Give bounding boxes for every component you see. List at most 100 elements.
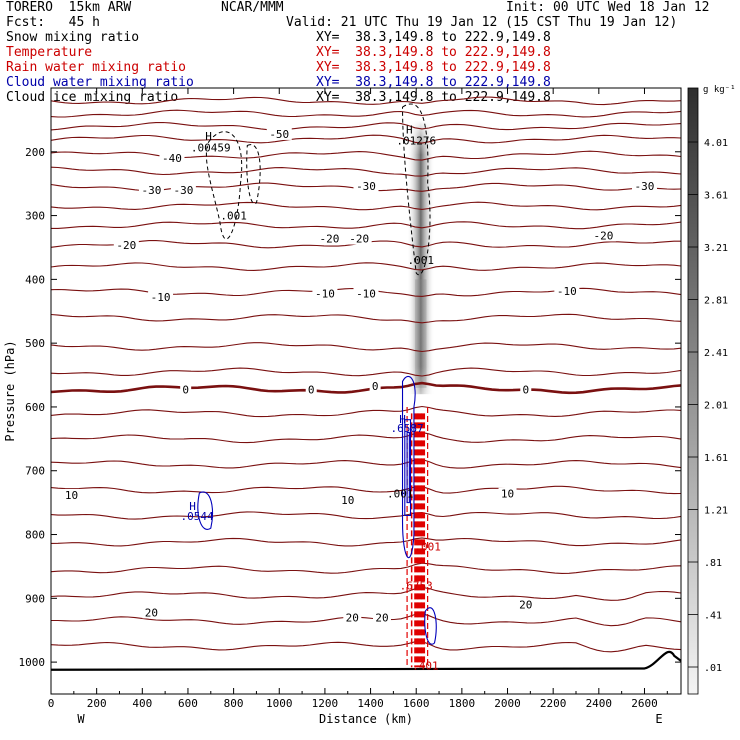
isotherm-label: -10 xyxy=(315,287,335,300)
isotherm-line xyxy=(50,562,682,574)
cloud-water-contour xyxy=(424,607,437,645)
isotherm-label: -20 xyxy=(349,233,369,246)
isotherm-label-bg xyxy=(62,488,81,501)
isotherm-line xyxy=(51,613,682,627)
field-label-rain: Rain water mixing ratio xyxy=(6,60,187,75)
colorbar-label: 2.41 xyxy=(704,348,728,359)
max-annotation: .00459 xyxy=(191,141,231,154)
isotherm-label-bg xyxy=(113,238,139,251)
isotherm-label: 20 xyxy=(375,611,388,624)
isotherm-line xyxy=(50,121,682,131)
isotherm-label: 20 xyxy=(346,611,359,624)
cloud-ice-shading-core xyxy=(415,279,427,388)
y-tick-label: 1000 xyxy=(19,656,46,669)
snow-contour xyxy=(402,103,431,276)
cloud-ice-shading xyxy=(407,107,435,395)
isotherm-label-bg xyxy=(148,291,174,304)
y-tick-label: 300 xyxy=(25,210,45,223)
isotherm-line xyxy=(50,586,682,601)
colorbar-label: 1.21 xyxy=(704,506,728,517)
isotherm-label: 10 xyxy=(501,488,514,501)
isotherm-line xyxy=(50,109,682,118)
isotherm-label: -30 xyxy=(141,184,161,197)
isotherm-label: -20 xyxy=(116,239,136,252)
y-tick-label: 600 xyxy=(25,401,45,414)
colorbar-label: .41 xyxy=(704,611,722,622)
isotherm-label-bg xyxy=(353,287,379,300)
center-name: NCAR/MMM xyxy=(221,0,284,15)
snow-contour xyxy=(205,131,243,240)
isotherm-line xyxy=(50,342,682,353)
max-annotation: H xyxy=(189,500,196,513)
isotherm-label-bg xyxy=(516,598,535,611)
cloud-water-contour xyxy=(401,375,416,559)
isotherm-label: -10 xyxy=(356,287,376,300)
isotherm-label-bg xyxy=(631,180,657,193)
plot-frame xyxy=(50,87,682,695)
isotherm-label: 10 xyxy=(65,489,78,502)
isotherm-label-bg xyxy=(590,229,616,242)
max-annotation: H xyxy=(406,123,413,136)
y-tick-label: 500 xyxy=(25,337,45,350)
forecast-hour: Fcst: 45 h xyxy=(6,15,100,30)
x-tick-label: 200 xyxy=(87,697,107,710)
cloud-water-contour xyxy=(197,491,214,530)
isotherm-label: -50 xyxy=(269,128,289,141)
isotherm-line xyxy=(50,134,682,144)
max-annotation: H xyxy=(399,413,406,426)
isotherm-label-bg xyxy=(498,487,517,500)
isotherm-label-bg xyxy=(338,494,357,507)
isotherm-line xyxy=(50,166,682,177)
max-annotation: .0544 xyxy=(181,510,214,523)
isotherm-label: -20 xyxy=(593,229,613,242)
valid-time: Valid: 21 UTC Thu 19 Jan 12 (15 CST Thu … xyxy=(286,15,678,30)
x-tick-label: 1400 xyxy=(357,697,384,710)
isotherm-label-bg xyxy=(520,383,532,396)
isotherm-label-bg xyxy=(346,232,372,245)
field-xy-snow: XY= 38.3,149.8 to 222.9,149.8 xyxy=(316,30,551,45)
isotherm-line xyxy=(50,405,682,418)
isotherm-line xyxy=(50,367,682,377)
isotherm-label: 0 xyxy=(522,384,529,397)
isotherm-label-bg xyxy=(142,606,161,619)
y-tick-label: 800 xyxy=(25,529,45,542)
max-annotation: .001 xyxy=(220,210,247,223)
colorbar-label: 3.21 xyxy=(704,243,728,254)
colorbar-label: .81 xyxy=(704,558,722,569)
isotherm-label-bg xyxy=(554,284,580,297)
init-time: Init: 00 UTC Wed 18 Jan 12 xyxy=(506,0,710,15)
colorbar-label: .01 xyxy=(704,663,722,674)
isotherm-label: -10 xyxy=(557,285,577,298)
x-tick-label: 2000 xyxy=(494,697,521,710)
x-tick-label: 1800 xyxy=(449,697,476,710)
isotherm-line xyxy=(50,313,682,324)
x-tick-label: 2400 xyxy=(586,697,613,710)
field-label-snow: Snow mixing ratio xyxy=(6,30,140,45)
isotherm-label: -30 xyxy=(635,180,655,193)
max-annotation: .01276 xyxy=(396,134,436,147)
colorbar-label: 1.61 xyxy=(704,453,728,464)
y-axis-title: Pressure (hPa) xyxy=(3,340,17,441)
max-annotation: .001 xyxy=(414,541,441,554)
field-label-cloud-water: Cloud water mixing ratio xyxy=(6,75,194,90)
colorbar-label: 2.81 xyxy=(704,296,728,307)
isotherm-label-bg xyxy=(343,611,362,624)
field-xy-rain: XY= 38.3,149.8 to 222.9,149.8 xyxy=(316,60,551,75)
isotherm-label: 20 xyxy=(519,599,532,612)
isotherm-line xyxy=(50,96,682,106)
isotherm-label: 0 xyxy=(308,384,315,397)
field-xy-cloud-water: XY= 38.3,149.8 to 222.9,149.8 xyxy=(316,75,551,90)
isotherm-label-bg xyxy=(170,184,196,197)
x-tick-label: 1200 xyxy=(312,697,339,710)
max-annotation: .001 xyxy=(387,488,414,501)
colorbar-unit: g kg⁻¹ xyxy=(703,85,736,95)
isotherm-label: -10 xyxy=(151,291,171,304)
y-tick-label: 900 xyxy=(25,592,45,605)
max-annotation: .6753 xyxy=(400,580,433,593)
isotherm-label: -30 xyxy=(356,180,376,193)
x-tick-label: 600 xyxy=(178,697,198,710)
x-tick-label: 400 xyxy=(132,697,152,710)
max-annotation: .401 xyxy=(412,659,439,672)
x-tick-label: 1600 xyxy=(403,697,430,710)
field-xy-temperature: XY= 38.3,149.8 to 222.9,149.8 xyxy=(316,45,551,60)
